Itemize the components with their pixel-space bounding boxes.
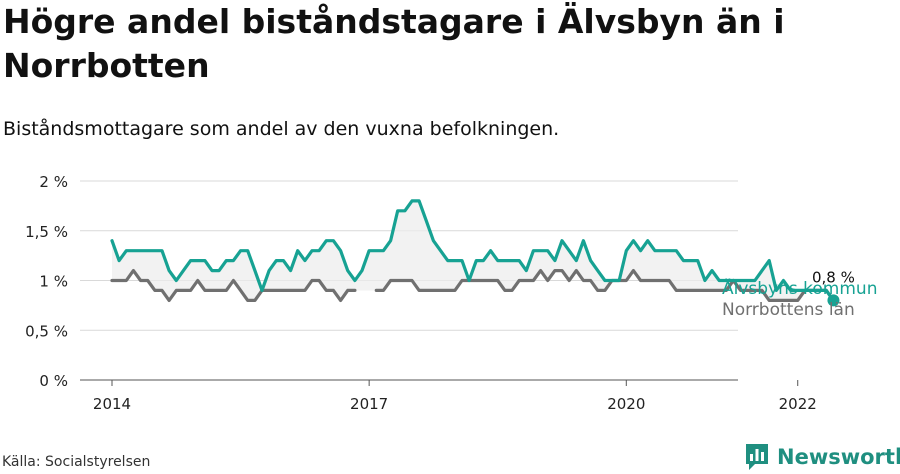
y-tick-label: 1 % <box>39 273 68 291</box>
end-value-label: 0,8 % <box>812 268 855 286</box>
series-label: Älvsbyns kommun <box>722 278 877 299</box>
chart-labels: 0 % 0,5 % 1 % 1,5 % 2 % 2014 2017 2020 2022 0,8 %… <box>25 173 877 413</box>
series-line <box>110 199 836 302</box>
series-line <box>374 269 836 302</box>
newsworthy-logo[interactable]: Newsworthy <box>745 442 900 472</box>
x-tick-label: 2022 <box>779 395 817 413</box>
source-note: Källa: Socialstyrelsen <box>2 454 151 470</box>
series-label: Norrbottens län <box>722 300 855 320</box>
y-tick-label: 0,5 % <box>25 322 68 340</box>
chart-title: Högre andel biståndstagare i Älvsbyn än … <box>3 2 785 85</box>
series-line <box>110 269 357 302</box>
difference-band <box>112 200 834 301</box>
chart-subtitle: Biståndsmottagare som andel av den vuxna… <box>3 118 560 140</box>
x-tick-label: 2014 <box>93 395 131 413</box>
y-tick-label: 0 % <box>39 372 68 390</box>
end-point-marker <box>827 294 840 307</box>
brand-name: Newsworthy <box>777 445 900 469</box>
series-lines <box>110 199 840 307</box>
newsworthy-icon <box>746 444 768 470</box>
x-tick-label: 2017 <box>350 395 388 413</box>
y-tick-label: 2 % <box>39 173 68 191</box>
y-tick-label: 1,5 % <box>25 223 68 241</box>
between-series-fill <box>112 200 834 301</box>
x-tick-label: 2020 <box>607 395 645 413</box>
